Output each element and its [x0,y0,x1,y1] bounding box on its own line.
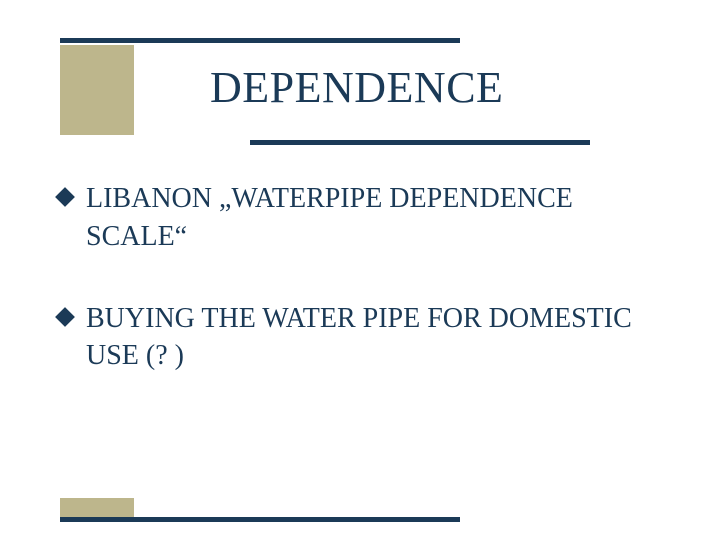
bottom-rule [60,517,460,522]
top-rule [60,38,460,43]
title-underline [250,140,590,145]
bullet-text: BUYING THE WATER PIPE FOR DOMESTIC USE (… [86,300,658,376]
bullet-item: BUYING THE WATER PIPE FOR DOMESTIC USE (… [58,300,658,376]
diamond-bullet-icon [55,187,75,207]
accent-box-bottom [60,498,134,518]
bullet-text: LIBANON „WATERPIPE DEPENDENCE SCALE“ [86,180,658,256]
slide-title: DEPENDENCE [210,62,503,113]
bullet-item: LIBANON „WATERPIPE DEPENDENCE SCALE“ [58,180,658,256]
bullet-list: LIBANON „WATERPIPE DEPENDENCE SCALE“ BUY… [58,180,658,419]
diamond-bullet-icon [55,307,75,327]
accent-box-top [60,45,134,135]
